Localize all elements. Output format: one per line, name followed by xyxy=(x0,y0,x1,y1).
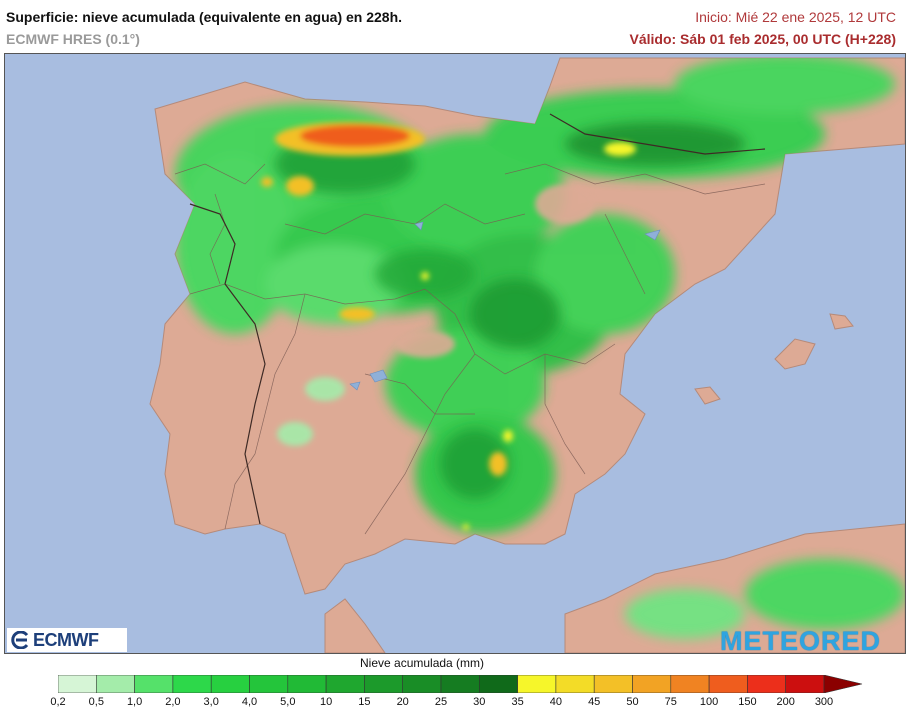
colorbar-segment xyxy=(708,675,748,693)
colorbar-tick-label: 15 xyxy=(358,696,371,708)
colorbar-tick-label: 25 xyxy=(434,696,448,708)
colorbar-tick-label: 5,0 xyxy=(280,696,296,708)
colorbar-segment xyxy=(632,675,672,693)
ibiza xyxy=(694,386,721,405)
colorbar-segment xyxy=(440,675,480,693)
colorbar-segment xyxy=(172,675,212,693)
france-border xyxy=(549,113,766,155)
colorbar-segment xyxy=(210,675,250,693)
colorbar-segment xyxy=(249,675,289,693)
colorbar-segment xyxy=(517,675,557,693)
colorbar-tick-label: 20 xyxy=(396,696,409,708)
legend-title: Nieve acumulada (mm) xyxy=(360,656,485,670)
colorbar-segment xyxy=(402,675,442,693)
snow-accumulation-map[interactable] xyxy=(4,53,906,654)
colorbar-arrow-tip xyxy=(823,675,863,693)
colorbar-tick-label: 0,2 xyxy=(50,696,66,708)
colorbar-tick-label: 300 xyxy=(814,696,834,708)
colorbar xyxy=(58,675,863,693)
colorbar-segment xyxy=(747,675,787,693)
colorbar-tick-label: 40 xyxy=(549,696,563,708)
colorbar-segment xyxy=(478,675,518,693)
colorbar-tick-label: 75 xyxy=(664,696,677,708)
colorbar-tick-label: 4,0 xyxy=(241,696,258,708)
colorbar-segment xyxy=(134,675,174,693)
map-title: Superficie: nieve acumulada (equivalente… xyxy=(6,9,403,25)
mallorca xyxy=(774,338,816,370)
colorbar-tick-label: 10 xyxy=(319,696,333,708)
init-time: Inicio: Mié 22 ene 2025, 12 UTC xyxy=(695,9,896,25)
morocco-tip xyxy=(324,598,386,653)
meteored-logo: METEORED xyxy=(720,626,882,656)
colorbar-tick-label: 30 xyxy=(473,696,486,708)
colorbar-segment xyxy=(58,675,97,693)
colorbar-segment xyxy=(364,675,403,693)
colorbar-segment xyxy=(95,675,135,693)
colorbar-segment xyxy=(287,675,327,693)
portugal-border xyxy=(189,203,266,525)
colorbar-tick-label: 3,0 xyxy=(203,696,219,708)
colorbar-segment xyxy=(555,675,595,693)
colorbar-tick-label: 50 xyxy=(626,696,639,708)
valid-time: Válido: Sáb 01 feb 2025, 00 UTC (H+228) xyxy=(629,31,897,47)
colorbar-tick-label: 2,0 xyxy=(165,696,181,708)
colorbar-tick-label: 45 xyxy=(588,696,601,708)
model-subtitle: ECMWF HRES (0.1°) xyxy=(6,31,140,47)
colorbar-segment xyxy=(593,675,633,693)
colorbar-segment xyxy=(670,675,710,693)
colorbar-tick-label: 200 xyxy=(776,696,795,708)
colorbar-tick-label: 1,0 xyxy=(126,696,143,708)
ecmwf-logo-icon xyxy=(11,631,29,649)
colorbar-segment xyxy=(325,675,365,693)
menorca xyxy=(829,313,854,330)
colorbar-segment xyxy=(785,675,825,693)
colorbar-tick-label: 35 xyxy=(511,696,524,708)
colorbar-tick-label: 0,5 xyxy=(88,696,104,708)
ecmwf-logo: ECMWF xyxy=(7,628,127,652)
ecmwf-logo-text: ECMWF xyxy=(33,629,99,650)
colorbar-tick-label: 150 xyxy=(738,696,757,708)
colorbar-tick-label: 100 xyxy=(699,696,719,708)
